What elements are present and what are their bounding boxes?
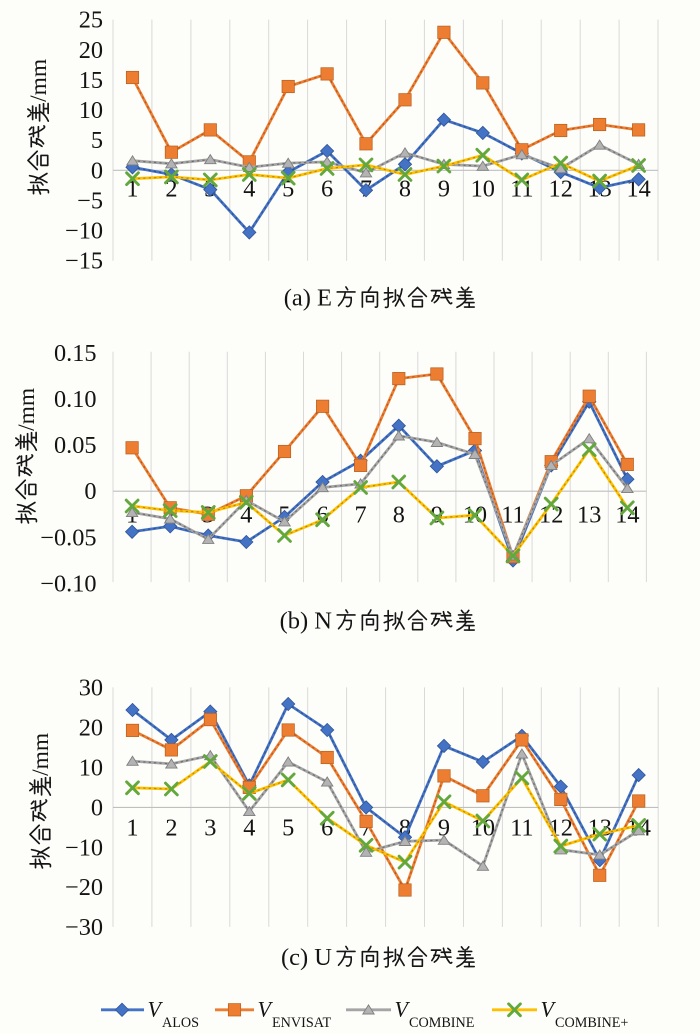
svg-text:(b) N: (b) N — [280, 608, 333, 635]
svg-text:4: 4 — [240, 502, 252, 529]
svg-text:−10: −10 — [65, 834, 103, 861]
svg-text:7: 7 — [355, 502, 367, 529]
svg-text:COMBINE: COMBINE — [409, 1015, 474, 1031]
svg-text:11: 11 — [510, 815, 533, 842]
svg-text:0: 0 — [91, 157, 103, 184]
svg-text:−20: −20 — [65, 874, 103, 901]
svg-text:−15: −15 — [65, 248, 103, 275]
svg-text:25: 25 — [79, 7, 103, 34]
svg-text:0: 0 — [84, 478, 96, 505]
svg-text:4: 4 — [243, 815, 255, 842]
svg-text:4: 4 — [243, 176, 255, 203]
svg-text:V: V — [541, 996, 557, 1021]
svg-text:2: 2 — [165, 176, 177, 203]
svg-text:13: 13 — [577, 502, 601, 529]
svg-text:6: 6 — [321, 176, 333, 203]
svg-text:8: 8 — [393, 502, 405, 529]
svg-text:5: 5 — [91, 127, 103, 154]
svg-text:/mm: /mm — [14, 388, 40, 431]
svg-text:2: 2 — [165, 815, 177, 842]
svg-text:V: V — [395, 996, 411, 1021]
svg-text:−0.10: −0.10 — [40, 571, 96, 598]
svg-text:9: 9 — [438, 815, 450, 842]
svg-text:0: 0 — [91, 794, 103, 821]
svg-text:−30: −30 — [65, 914, 103, 941]
svg-text:1: 1 — [126, 815, 138, 842]
svg-text:10: 10 — [79, 97, 103, 124]
svg-text:ENVISAT: ENVISAT — [272, 1015, 331, 1031]
svg-text:20: 20 — [79, 37, 103, 64]
svg-text:30: 30 — [79, 675, 103, 702]
svg-text:15: 15 — [79, 67, 103, 94]
svg-text:/mm: /mm — [26, 59, 52, 102]
svg-text:COMBINE+: COMBINE+ — [555, 1015, 628, 1031]
svg-text:/mm: /mm — [28, 733, 54, 776]
svg-text:−5: −5 — [77, 187, 103, 214]
svg-text:−10: −10 — [65, 218, 103, 245]
svg-text:0.10: 0.10 — [54, 386, 97, 413]
svg-text:(c) U: (c) U — [281, 944, 332, 971]
svg-text:11: 11 — [510, 176, 533, 203]
svg-text:20: 20 — [79, 715, 103, 742]
svg-text:0.15: 0.15 — [54, 340, 97, 367]
svg-text:ALOS: ALOS — [162, 1015, 199, 1031]
svg-text:−0.05: −0.05 — [40, 524, 96, 551]
svg-text:5: 5 — [282, 815, 294, 842]
svg-text:0.05: 0.05 — [54, 432, 97, 459]
svg-text:(a) E: (a) E — [284, 285, 332, 312]
svg-text:V: V — [148, 996, 164, 1021]
svg-text:8: 8 — [399, 176, 411, 203]
svg-text:9: 9 — [438, 176, 450, 203]
svg-text:V: V — [258, 996, 274, 1021]
svg-text:11: 11 — [501, 502, 524, 529]
svg-text:10: 10 — [471, 176, 495, 203]
svg-text:12: 12 — [549, 176, 573, 203]
svg-text:3: 3 — [204, 815, 216, 842]
svg-text:10: 10 — [79, 755, 103, 782]
